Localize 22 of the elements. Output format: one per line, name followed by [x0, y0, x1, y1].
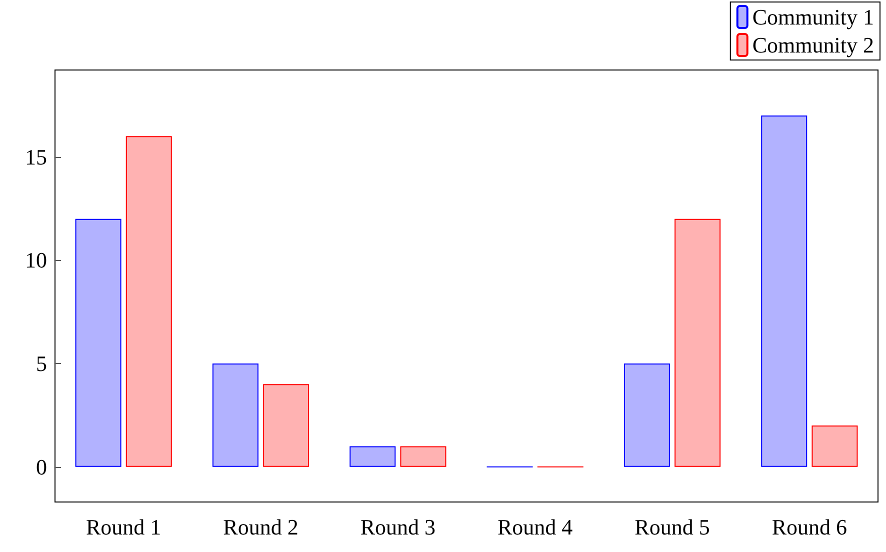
bar [263, 384, 310, 467]
bar [75, 218, 122, 467]
legend-label: Community 2 [752, 32, 874, 58]
bar [812, 426, 858, 467]
x-tick-label: Round 4 [497, 514, 573, 540]
legend-label: Community 1 [752, 4, 874, 30]
bar [400, 446, 446, 467]
y-tick-label: 10 [25, 248, 47, 273]
bar [674, 218, 721, 467]
bar [212, 364, 258, 467]
bar [624, 364, 670, 467]
x-tick-label: Round 5 [634, 514, 710, 540]
bar [761, 115, 808, 467]
bar [126, 136, 172, 467]
x-tick-label: Round 1 [86, 514, 162, 540]
x-tick-label: Round 3 [360, 514, 436, 540]
y-tick-label: 0 [36, 454, 47, 480]
y-tick-label: 15 [25, 144, 47, 170]
y-tick-label: 5 [36, 351, 47, 376]
bar [350, 446, 396, 467]
x-tick-label: Round 2 [223, 514, 298, 540]
x-tick-label: Round 6 [772, 514, 848, 540]
